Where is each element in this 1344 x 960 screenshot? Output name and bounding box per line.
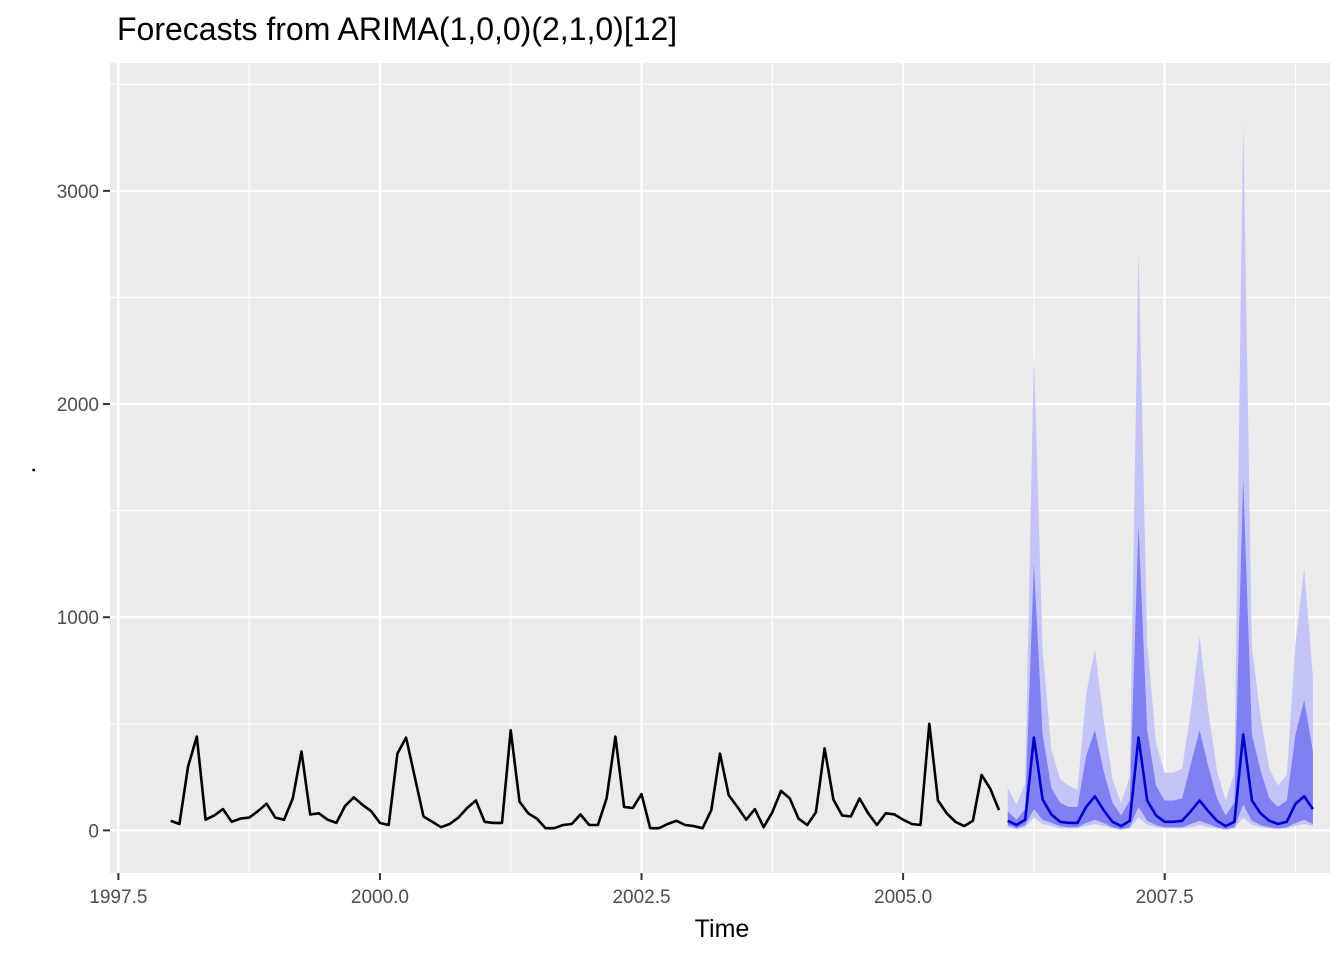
plot-panel	[110, 63, 1330, 873]
y-tick-label: 3000	[57, 182, 99, 203]
band-95	[1007, 120, 1313, 830]
chart-title: Forecasts from ARIMA(1,0,0)(2,1,0)[12]	[117, 11, 677, 47]
x-axis-title: Time	[695, 915, 750, 943]
x-tick-label: 2002.5	[612, 887, 670, 908]
x-tick-label: 2000.0	[351, 887, 409, 908]
x-tick-label: 2005.0	[874, 887, 932, 908]
series-lines	[170, 722, 1314, 830]
y-tick-label: 2000	[57, 395, 99, 416]
y-tick-label: 0	[88, 821, 99, 842]
x-tick-label: 1997.5	[89, 887, 147, 908]
x-axis: 1997.5 2000.0 2002.5 2005.0 2007.5	[89, 873, 1194, 908]
y-axis-title: .	[13, 467, 41, 474]
band-80	[1007, 478, 1313, 830]
forecast-intervals	[1007, 120, 1313, 830]
grid-major	[110, 63, 1330, 873]
x-tick-label: 2007.5	[1136, 887, 1194, 908]
y-axis: 0 1000 2000 3000	[57, 182, 110, 842]
history-line	[170, 722, 1001, 830]
forecast-mean-line	[1007, 733, 1314, 828]
grid-minor	[110, 63, 1330, 873]
y-tick-label: 1000	[57, 608, 99, 629]
